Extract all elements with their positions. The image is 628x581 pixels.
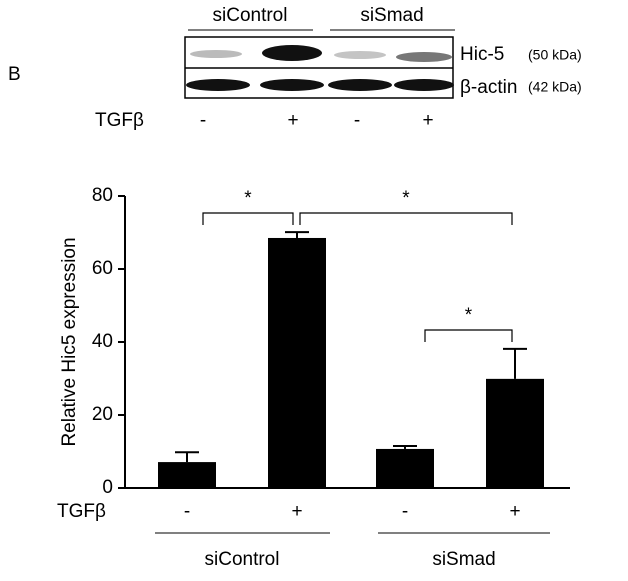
x-tick-label: -	[184, 501, 190, 522]
significance-bracket	[299, 212, 513, 225]
blot-group-label: siControl	[213, 5, 288, 26]
y-tick-label: 80	[92, 185, 113, 206]
blot-row-size: (50 kDa)	[528, 47, 582, 63]
significance-bracket	[424, 329, 513, 342]
x-tick-label: -	[402, 501, 408, 522]
group-label: siControl	[205, 549, 280, 570]
blot-row-size: (42 kDa)	[528, 79, 582, 95]
blot-row-label: β-actin	[460, 77, 517, 98]
blot-lane-label: +	[422, 110, 433, 131]
group-label: siSmad	[432, 549, 495, 570]
significance-star: *	[402, 188, 410, 209]
y-tick-label: 20	[92, 404, 113, 425]
x-tick-label: +	[291, 501, 302, 522]
y-tick-label: 40	[92, 331, 113, 352]
blot-lane-label: -	[354, 110, 360, 131]
blot-group-label: siSmad	[360, 5, 423, 26]
panel-label: B	[8, 64, 21, 85]
blot-lane-label: +	[287, 110, 298, 131]
y-axis-label: Relative Hic5 expression	[59, 237, 80, 446]
blot-image	[184, 36, 454, 99]
bar	[376, 448, 434, 488]
significance-bracket	[202, 212, 294, 225]
x-axis-label: TGFβ	[57, 501, 106, 522]
blot-treatment-label: TGFβ	[95, 110, 144, 131]
y-tick-label: 0	[102, 477, 113, 498]
blot-lane-label: -	[200, 110, 206, 131]
x-tick-label: +	[509, 501, 520, 522]
bar	[268, 237, 326, 488]
y-tick-label: 60	[92, 258, 113, 279]
bar	[158, 462, 216, 488]
blot-row-label: Hic-5	[460, 44, 504, 65]
significance-star: *	[244, 188, 252, 209]
bar	[486, 378, 544, 488]
significance-star: *	[465, 305, 473, 326]
